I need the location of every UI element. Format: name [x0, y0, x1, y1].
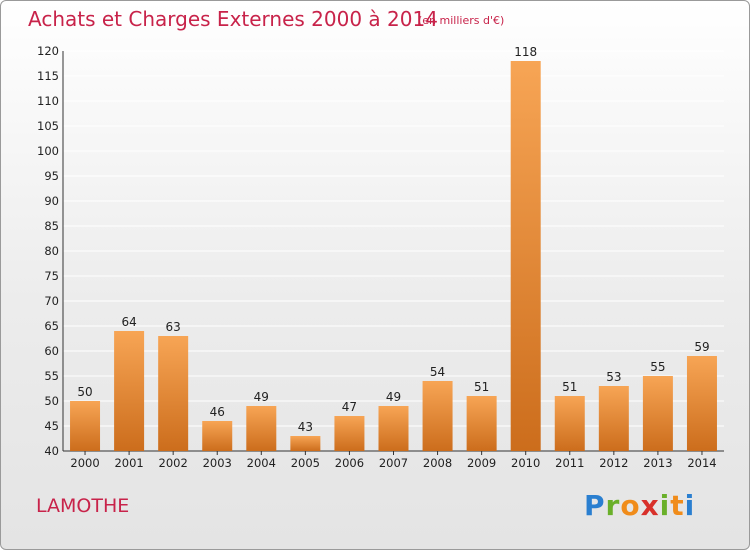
- data-label: 59: [694, 340, 709, 354]
- y-tick-label: 55: [44, 369, 59, 383]
- y-tick-label: 45: [44, 419, 59, 433]
- x-tick-label: 2002: [159, 456, 188, 470]
- x-tick-label: 2011: [555, 456, 584, 470]
- x-tick-label: 2007: [379, 456, 408, 470]
- data-label: 49: [254, 390, 269, 404]
- x-tick-label: 2008: [423, 456, 452, 470]
- x-tick-label: 2014: [687, 456, 716, 470]
- x-tick-label: 2005: [291, 456, 320, 470]
- y-tick-label: 75: [44, 269, 59, 283]
- data-label: 50: [77, 385, 92, 399]
- y-tick-label: 50: [44, 394, 59, 408]
- bar-2002: [158, 336, 189, 451]
- bar-2003: [202, 421, 233, 451]
- bar-2011: [554, 396, 585, 451]
- x-tick-label: 2012: [599, 456, 628, 470]
- bar-2009: [466, 396, 497, 451]
- data-label: 64: [121, 315, 136, 329]
- y-tick-label: 65: [44, 319, 59, 333]
- bar-2013: [642, 376, 673, 451]
- bar-2005: [290, 436, 321, 451]
- data-label: 51: [474, 380, 489, 394]
- x-tick-label: 2006: [335, 456, 364, 470]
- y-tick-label: 100: [37, 144, 59, 158]
- x-tick-label: 2010: [511, 456, 540, 470]
- bar-2014: [686, 356, 717, 451]
- bar-2008: [422, 381, 453, 451]
- bar-2004: [246, 406, 277, 451]
- x-tick-label: 2000: [70, 456, 99, 470]
- y-tick-label: 60: [44, 344, 59, 358]
- chart-title: Achats et Charges Externes 2000 à 2014: [28, 7, 438, 31]
- data-label: 51: [562, 380, 577, 394]
- bar-2007: [378, 406, 409, 451]
- data-label: 63: [166, 320, 181, 334]
- x-tick-label: 2001: [114, 456, 143, 470]
- data-label: 54: [430, 365, 445, 379]
- x-tick-label: 2013: [643, 456, 672, 470]
- proxiti-logo[interactable]: Proxiti: [584, 489, 696, 522]
- y-tick-label: 90: [44, 194, 59, 208]
- bar-2010: [510, 61, 541, 451]
- y-tick-label: 40: [44, 444, 59, 458]
- chart-subtitle: (en milliers d'€): [418, 14, 505, 27]
- y-tick-label: 85: [44, 219, 59, 233]
- data-label: 53: [606, 370, 621, 384]
- bar-2006: [334, 416, 365, 451]
- data-label: 55: [650, 360, 665, 374]
- x-tick-label: 2003: [203, 456, 232, 470]
- x-tick-label: 2009: [467, 456, 496, 470]
- x-tick-label: 2004: [247, 456, 276, 470]
- y-tick-label: 110: [37, 94, 59, 108]
- data-label: 49: [386, 390, 401, 404]
- y-tick-label: 80: [44, 244, 59, 258]
- bar-2001: [114, 331, 145, 451]
- data-label: 47: [342, 400, 357, 414]
- data-label: 43: [298, 420, 313, 434]
- y-tick-label: 115: [37, 69, 59, 83]
- y-tick-label: 105: [37, 119, 59, 133]
- bar-2012: [598, 386, 629, 451]
- bar-2000: [70, 401, 101, 451]
- y-tick-label: 70: [44, 294, 59, 308]
- y-tick-label: 95: [44, 169, 59, 183]
- commune-name: LAMOTHE: [36, 495, 130, 517]
- data-label: 118: [514, 45, 537, 59]
- y-tick-label: 120: [37, 44, 59, 58]
- data-label: 46: [210, 405, 225, 419]
